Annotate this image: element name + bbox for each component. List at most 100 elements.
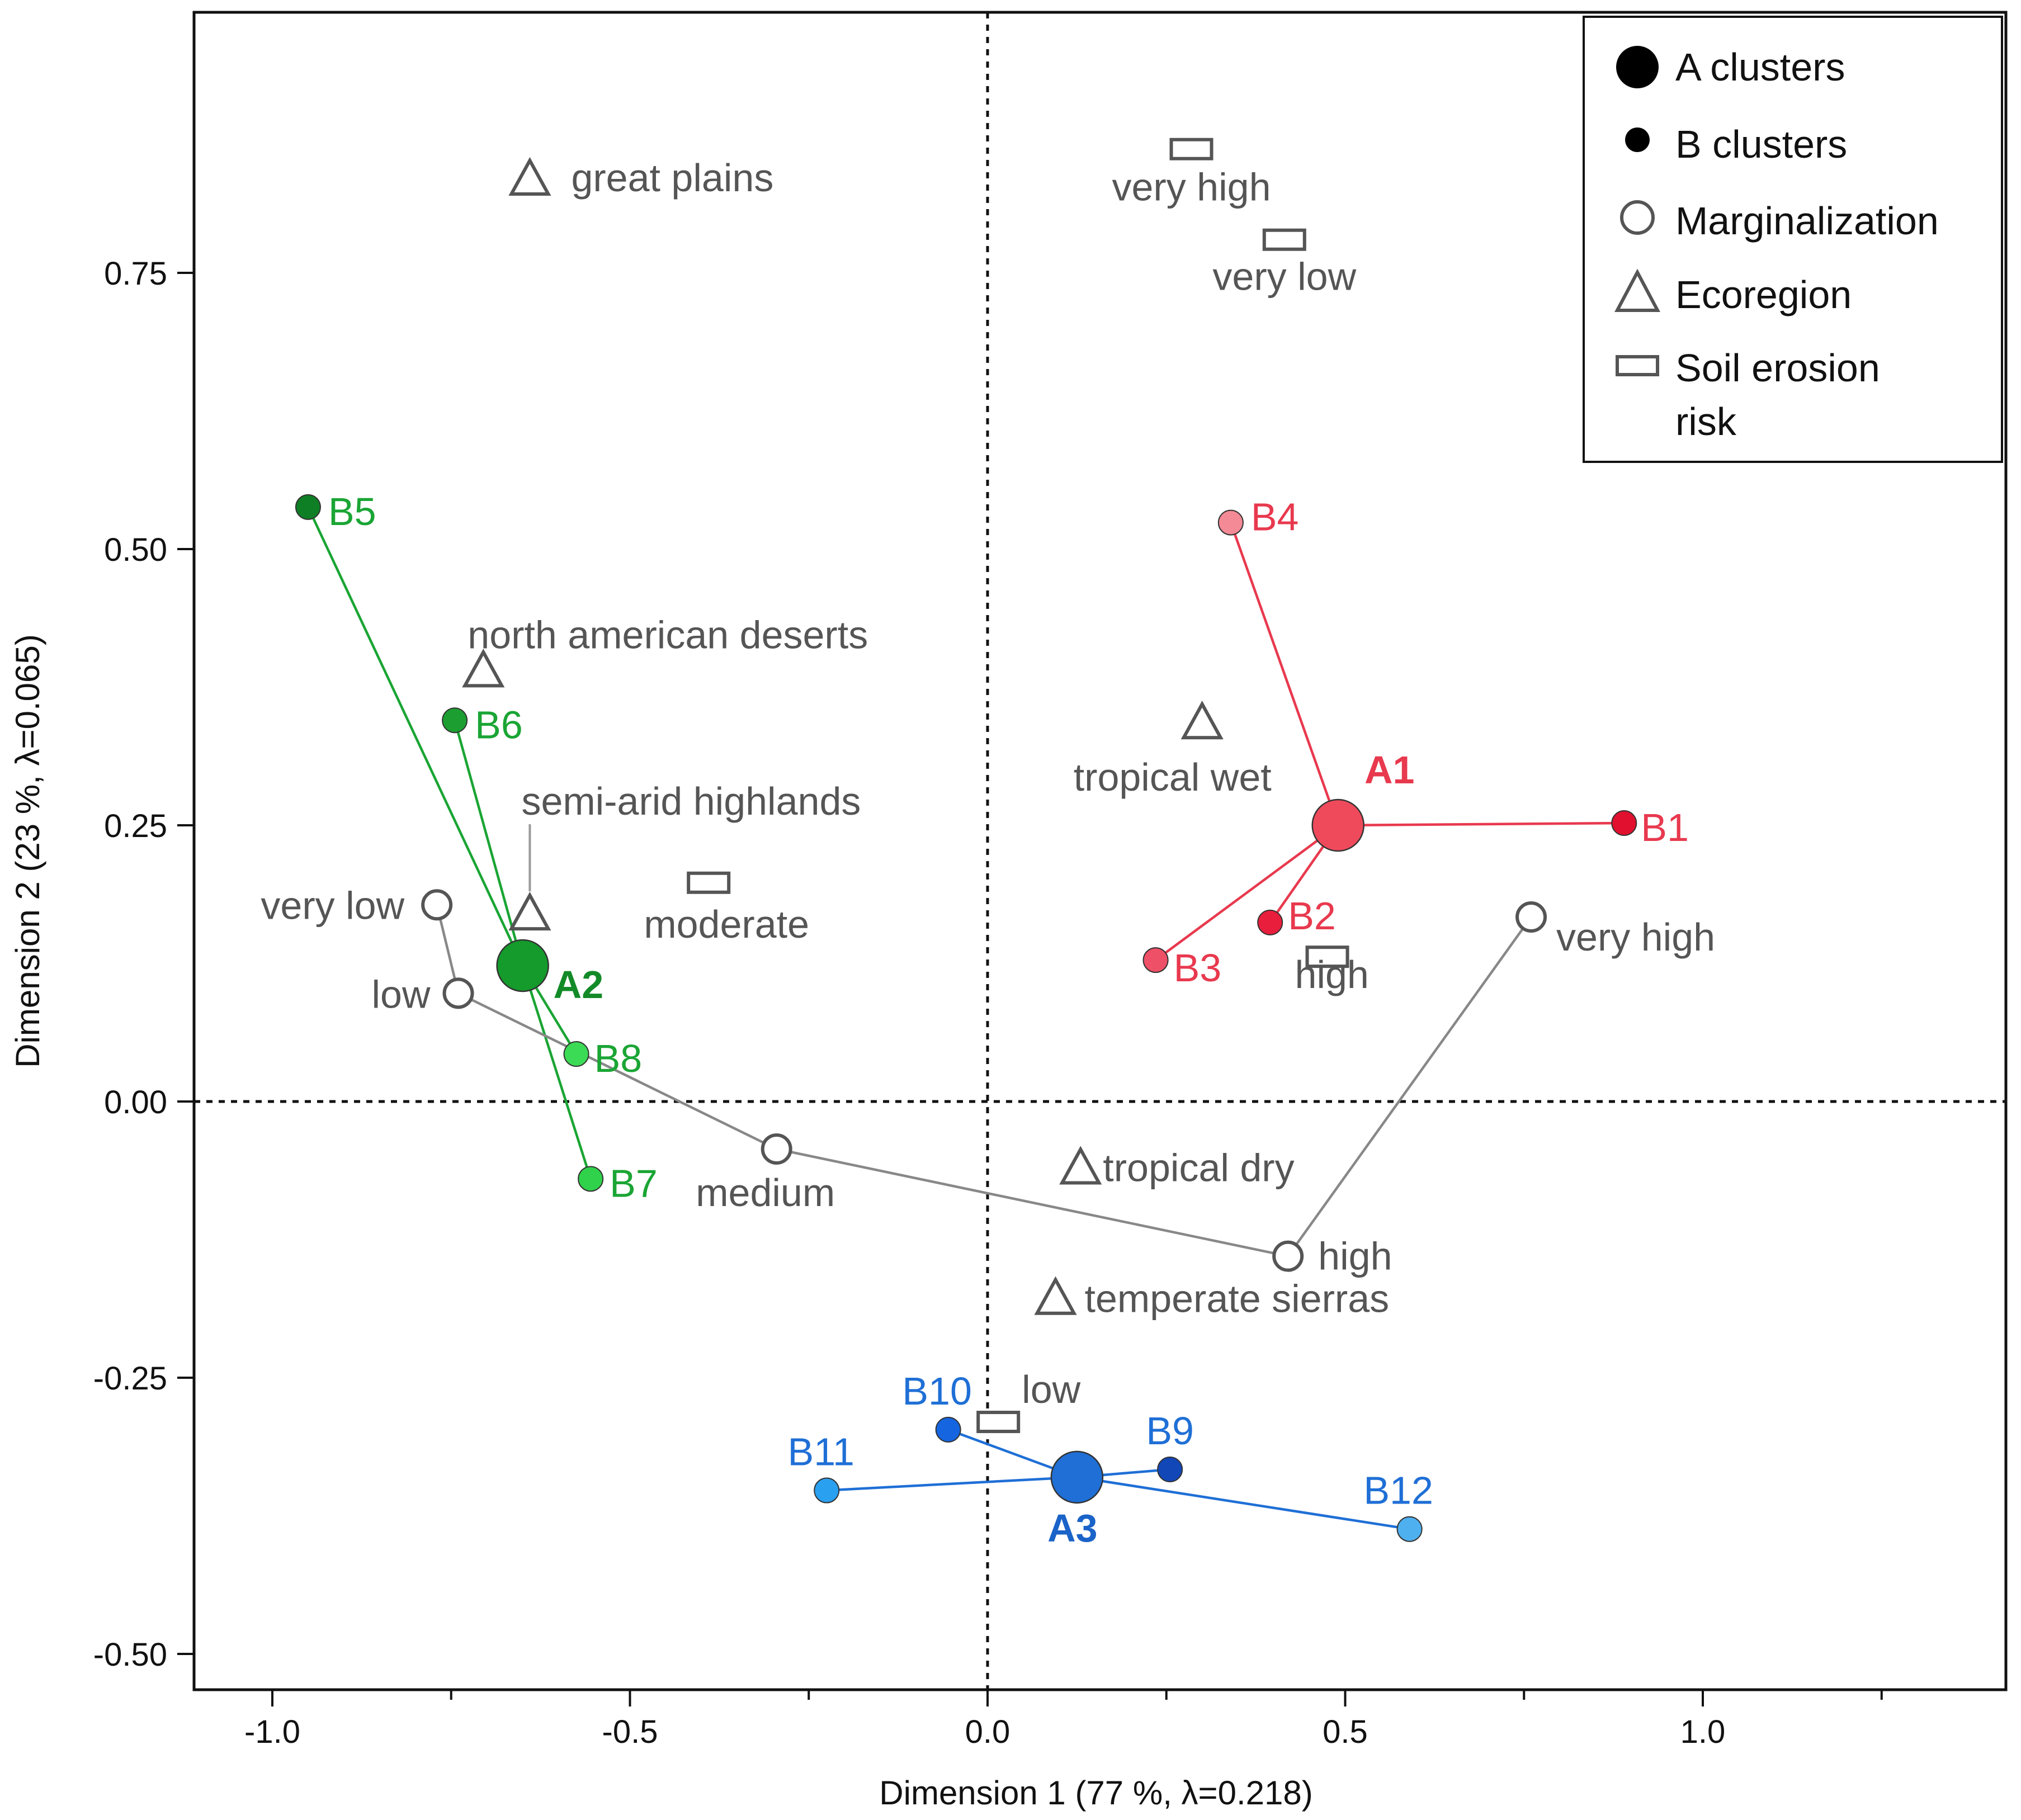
b-cluster-point-b5 (295, 494, 321, 520)
cluster-link-b7 (521, 965, 592, 1180)
marginalization-label-very-high: very high (1556, 915, 1715, 959)
b-cluster-point-b6 (442, 707, 468, 734)
x-tick-label: 1.0 (1680, 1714, 1726, 1750)
plot-frame (192, 11, 2008, 1691)
marginalization-circle-very-low (421, 889, 453, 921)
b-cluster-label-b8: B8 (594, 1037, 643, 1080)
y-tick-label: -0.25 (93, 1360, 167, 1397)
marginalization-circle-low (442, 977, 474, 1009)
marginalization-label-medium: medium (696, 1171, 835, 1214)
point-labels: great plains north american deserts semi-a… (261, 156, 1715, 1550)
b-cluster-label-b4: B4 (1251, 495, 1299, 539)
x-tick-label: -0.5 (602, 1714, 658, 1750)
ecoregion-label-tropical-dry: tropical dry (1103, 1146, 1294, 1190)
x-tick-label: 0.5 (1323, 1714, 1368, 1750)
ecoregion-label-north-american-deserts: north american deserts (468, 613, 868, 656)
soil-erosion-label-low: low (1022, 1368, 1080, 1411)
cluster-link-b5 (306, 506, 524, 966)
soil-erosion-label-very-low: very low (1212, 255, 1356, 299)
axes: -1.0 -0.5 0.0 0.5 1.0 -0.50 -0.25 0.00 0.25 0.50 0… (93, 256, 1883, 1750)
b-cluster-point-b11 (814, 1477, 840, 1504)
ecoregion-triangle-tropical-wet (1181, 701, 1224, 740)
legend-label-soil-erosion-risk: Soil erosion risk (1675, 346, 1880, 443)
soil-erosion-label-very-high: very high (1112, 166, 1271, 209)
b-cluster-label-b9: B9 (1146, 1409, 1194, 1453)
ecoregion-triangle-temperate-sierras (1034, 1276, 1077, 1315)
y-tick-label: 0.00 (104, 1084, 167, 1121)
cluster-link-b4 (1229, 522, 1339, 826)
ecoregion-triangle-great-plains (508, 157, 551, 196)
a-cluster-point-a1 (1311, 798, 1364, 852)
b-cluster-point-b2 (1257, 909, 1283, 935)
cluster-link-b1 (1338, 821, 1625, 827)
b-cluster-label-b12: B12 (1363, 1469, 1433, 1512)
legend: A clusters B clusters Marginalization Ecore… (1583, 16, 2003, 463)
marginalization-label-very-low: very low (261, 883, 404, 927)
ecoregion-triangle-tropical-dry (1059, 1146, 1102, 1185)
y-tick-label: 0.75 (104, 256, 167, 292)
b-cluster-point-b4 (1217, 509, 1244, 536)
b-cluster-label-b10: B10 (902, 1369, 972, 1413)
cluster-link-b6 (453, 720, 524, 966)
legend-icon-soil-erosion-risk (1616, 355, 1659, 376)
b-cluster-point-b7 (578, 1166, 604, 1192)
y-tick-label: 0.25 (104, 808, 167, 844)
markers (295, 138, 1637, 1542)
a-cluster-label-a3: A3 (1047, 1506, 1097, 1550)
soil-erosion-marker-moderate (687, 871, 731, 894)
marginalization-label-low: low (371, 972, 430, 1016)
b-cluster-point-b8 (563, 1041, 589, 1067)
legend-icon-ecoregion (1614, 268, 1660, 312)
b-cluster-point-b10 (935, 1416, 961, 1443)
x-axis-title: Dimension 1 (77 %, λ=0.218) (879, 1774, 1312, 1812)
legend-label-a-clusters: A clusters (1675, 45, 1845, 89)
legend-label-b-clusters: B clusters (1675, 122, 1847, 166)
x-tick-label: 0.0 (965, 1714, 1011, 1750)
a-cluster-point-a2 (496, 939, 549, 992)
b-cluster-label-b6: B6 (475, 703, 523, 746)
marginalization-circle-medium (761, 1133, 792, 1165)
y-axis-title: Dimension 2 (23 %, λ=0.065) (9, 634, 46, 1067)
legend-box (1583, 16, 2003, 463)
b-cluster-label-b1: B1 (1641, 806, 1689, 849)
soil-erosion-marker-high (1305, 946, 1349, 968)
ecoregion-triangle-north-american-deserts (462, 649, 505, 688)
cluster-link-b3 (1155, 824, 1339, 961)
cluster-link-b12 (1076, 1476, 1410, 1530)
legend-icon-marginalization (1620, 200, 1655, 235)
b-cluster-label-b3: B3 (1174, 946, 1222, 990)
ecoregion-label-temperate-sierras: temperate sierras (1085, 1277, 1390, 1321)
legend-icon-a-clusters (1616, 46, 1659, 88)
legend-label-marginalization: Marginalization (1675, 199, 1939, 243)
b-cluster-point-b1 (1611, 810, 1637, 836)
soil-erosion-marker-very-low (1262, 228, 1306, 251)
a-cluster-label-a1: A1 (1364, 748, 1414, 792)
cluster-link-b11 (827, 1476, 1077, 1492)
b-cluster-point-b9 (1157, 1457, 1183, 1483)
legend-icon-b-clusters (1625, 127, 1650, 152)
ecoregion-triangle-semi-arid-highlands (508, 891, 551, 931)
legend-label-ecoregion: Ecoregion (1675, 273, 1852, 316)
b-cluster-point-b12 (1396, 1516, 1423, 1542)
soil-erosion-marker-very-high (1169, 138, 1213, 160)
ecoregion-label-semi-arid-highlands: semi-arid highlands (521, 779, 861, 823)
b-cluster-label-b11: B11 (788, 1430, 854, 1474)
marginalization-label-high: high (1318, 1235, 1392, 1278)
marginalization-circle-high (1272, 1240, 1304, 1272)
y-tick-label: 0.50 (104, 532, 167, 568)
soil-erosion-label-high: high (1295, 953, 1369, 996)
b-cluster-label-b7: B7 (610, 1161, 658, 1205)
ecoregion-label-great-plains: great plains (571, 156, 773, 200)
b-cluster-label-b5: B5 (328, 490, 376, 533)
a-cluster-label-a2: A2 (554, 963, 603, 1006)
b-cluster-point-b3 (1142, 947, 1169, 973)
marginalization-circle-very-high (1515, 901, 1547, 933)
ecoregion-label-tropical-wet: tropical wet (1074, 755, 1272, 799)
y-tick-label: -0.50 (93, 1637, 167, 1673)
b-cluster-label-b2: B2 (1288, 894, 1336, 938)
reference-lines (194, 12, 2006, 1690)
soil-erosion-label-moderate: moderate (644, 902, 809, 946)
x-tick-label: -1.0 (244, 1714, 300, 1750)
soil-erosion-marker-low (976, 1411, 1021, 1434)
